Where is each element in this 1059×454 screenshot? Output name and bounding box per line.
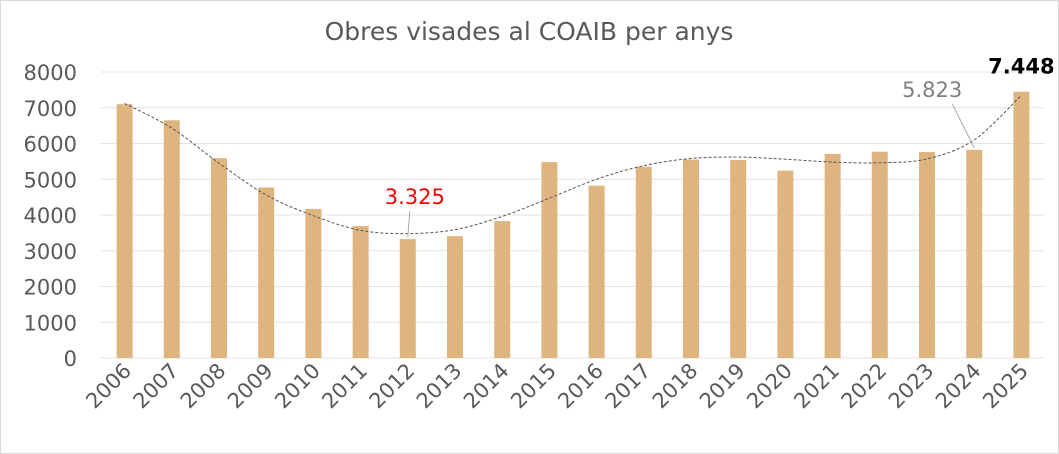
- bar-2020: [777, 170, 794, 358]
- bar-2009: [258, 187, 275, 358]
- x-tick-label: 2006: [81, 359, 136, 414]
- x-tick-label: 2020: [742, 359, 797, 414]
- x-tick-label: 2024: [931, 359, 986, 414]
- chart-title: Obres visades al COAIB per anys: [325, 17, 734, 46]
- y-tick-label: 0: [64, 347, 77, 371]
- data-label-2024: 5.823: [902, 78, 962, 102]
- x-tick-label: 2021: [789, 359, 844, 414]
- trend-line: [124, 94, 1022, 235]
- bar-2024: [966, 149, 983, 358]
- x-tick-label: 2022: [837, 359, 892, 414]
- bar-2018: [683, 159, 699, 358]
- x-axis-ticks: 2006200720082009201020112012201320142015…: [81, 359, 1033, 414]
- x-tick-label: 2025: [978, 359, 1033, 414]
- x-tick-label: 2009: [223, 359, 278, 414]
- x-tick-label: 2007: [129, 359, 184, 414]
- bar-2011: [352, 226, 369, 358]
- bar-2012: [399, 239, 416, 358]
- bar-2013: [447, 236, 463, 358]
- bar-2022: [871, 151, 888, 358]
- bar-2019: [730, 159, 747, 358]
- x-tick-label: 2016: [553, 359, 608, 414]
- x-tick-label: 2012: [365, 359, 420, 414]
- x-tick-label: 2019: [695, 359, 750, 414]
- bar-2016: [588, 185, 605, 358]
- y-axis-ticks: 0 1000 2000 3000 4000 5000 6000 7000 8000: [24, 61, 77, 371]
- bar-2008: [211, 158, 227, 358]
- gridlines: [101, 71, 1045, 359]
- x-tick-label: 2017: [601, 359, 656, 414]
- bar-2017: [635, 166, 652, 358]
- bar-2006: [116, 104, 133, 358]
- bars: [116, 91, 1030, 358]
- data-label-2012: 3.325: [385, 185, 445, 209]
- x-tick-label: 2011: [317, 359, 372, 414]
- bar-2023: [919, 152, 935, 358]
- x-tick-label: 2023: [884, 359, 939, 414]
- x-tick-label: 2014: [459, 359, 514, 414]
- y-tick-label: 1000: [24, 311, 77, 335]
- x-tick-label: 2015: [506, 359, 561, 414]
- y-tick-label: 3000: [24, 240, 77, 264]
- bar-2025: [1013, 91, 1030, 358]
- x-tick-label: 2013: [412, 359, 467, 414]
- y-tick-label: 2000: [24, 276, 77, 300]
- y-tick-label: 7000: [24, 97, 77, 121]
- leader-line: [407, 211, 411, 238]
- bar-2007: [163, 120, 180, 358]
- data-labels: 3.325 5.823 7.448: [385, 55, 1055, 238]
- y-tick-label: 5000: [24, 168, 77, 192]
- x-tick-label: 2018: [648, 359, 703, 414]
- bar-2015: [541, 162, 558, 358]
- bar-2021: [824, 153, 841, 358]
- bar-2014: [494, 221, 511, 358]
- y-tick-label: 4000: [24, 204, 77, 228]
- y-tick-label: 6000: [24, 133, 77, 157]
- x-tick-label: 2010: [270, 359, 325, 414]
- bar-2010: [305, 208, 322, 358]
- x-tick-label: 2008: [176, 359, 231, 414]
- leader-line: [951, 103, 975, 149]
- data-label-2025: 7.448: [988, 55, 1054, 79]
- y-tick-label: 8000: [24, 61, 77, 85]
